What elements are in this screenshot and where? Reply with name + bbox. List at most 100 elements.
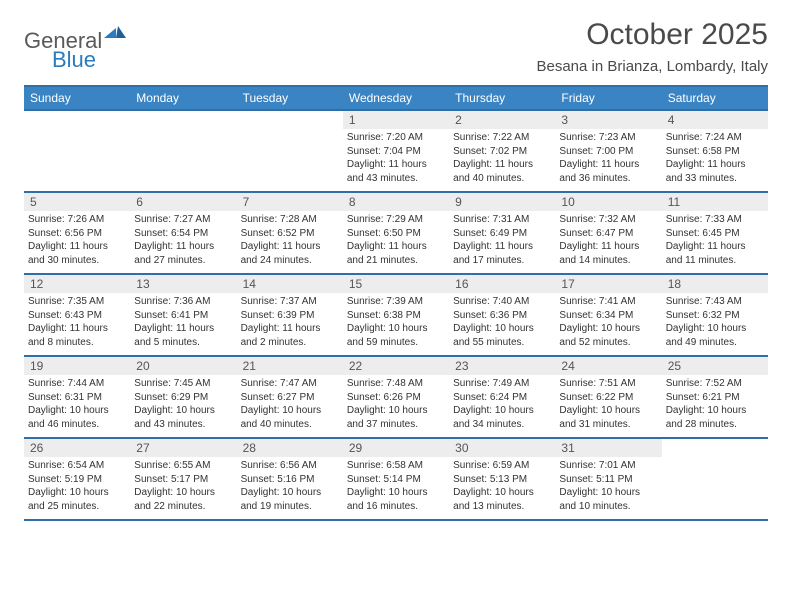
day-cell: 18Sunrise: 7:43 AMSunset: 6:32 PMDayligh… bbox=[662, 275, 768, 355]
info-dl1: Daylight: 10 hours bbox=[28, 404, 126, 418]
daynum-wrap: 29 bbox=[343, 439, 449, 457]
info-dl2: and 13 minutes. bbox=[453, 500, 551, 514]
dow-sunday: Sunday bbox=[24, 87, 130, 109]
info-sunrise: Sunrise: 7:47 AM bbox=[241, 377, 339, 391]
info-dl2: and 33 minutes. bbox=[666, 172, 764, 186]
day-number: 24 bbox=[561, 359, 655, 373]
dow-row: Sunday Monday Tuesday Wednesday Thursday… bbox=[24, 85, 768, 109]
info-sunrise: Sunrise: 7:44 AM bbox=[28, 377, 126, 391]
info-dl2: and 59 minutes. bbox=[347, 336, 445, 350]
info-dl2: and 8 minutes. bbox=[28, 336, 126, 350]
info-sunrise: Sunrise: 7:01 AM bbox=[559, 459, 657, 473]
info-sunset: Sunset: 6:36 PM bbox=[453, 309, 551, 323]
info-sunset: Sunset: 5:13 PM bbox=[453, 473, 551, 487]
daynum-wrap: 2 bbox=[449, 111, 555, 129]
info-dl2: and 25 minutes. bbox=[28, 500, 126, 514]
day-number: 21 bbox=[243, 359, 337, 373]
info-sunset: Sunset: 5:19 PM bbox=[28, 473, 126, 487]
info-dl2: and 5 minutes. bbox=[134, 336, 232, 350]
day-cell: 5Sunrise: 7:26 AMSunset: 6:56 PMDaylight… bbox=[24, 193, 130, 273]
info-dl1: Daylight: 10 hours bbox=[453, 486, 551, 500]
daynum-wrap: 23 bbox=[449, 357, 555, 375]
day-number: 28 bbox=[243, 441, 337, 455]
info-dl1: Daylight: 11 hours bbox=[134, 322, 232, 336]
calendar-page: General Blue October 2025 Besana in Bria… bbox=[0, 0, 792, 533]
info-sunset: Sunset: 5:17 PM bbox=[134, 473, 232, 487]
info-sunset: Sunset: 6:26 PM bbox=[347, 391, 445, 405]
info-sunset: Sunset: 5:14 PM bbox=[347, 473, 445, 487]
day-cell: 17Sunrise: 7:41 AMSunset: 6:34 PMDayligh… bbox=[555, 275, 661, 355]
day-number: 8 bbox=[349, 195, 443, 209]
info-dl1: Daylight: 10 hours bbox=[559, 322, 657, 336]
info-dl1: Daylight: 10 hours bbox=[559, 486, 657, 500]
info-sunset: Sunset: 7:04 PM bbox=[347, 145, 445, 159]
info-sunrise: Sunrise: 7:20 AM bbox=[347, 131, 445, 145]
day-number: 11 bbox=[668, 195, 762, 209]
daynum-wrap: 20 bbox=[130, 357, 236, 375]
dow-thursday: Thursday bbox=[449, 87, 555, 109]
day-cell: 20Sunrise: 7:45 AMSunset: 6:29 PMDayligh… bbox=[130, 357, 236, 437]
info-dl1: Daylight: 11 hours bbox=[347, 158, 445, 172]
info-sunrise: Sunrise: 7:23 AM bbox=[559, 131, 657, 145]
logo-text-block: General Blue bbox=[24, 24, 126, 71]
info-dl1: Daylight: 10 hours bbox=[28, 486, 126, 500]
info-sunrise: Sunrise: 6:54 AM bbox=[28, 459, 126, 473]
day-number: 25 bbox=[668, 359, 762, 373]
info-sunrise: Sunrise: 7:45 AM bbox=[134, 377, 232, 391]
daynum-wrap: 4 bbox=[662, 111, 768, 129]
day-cell: 19Sunrise: 7:44 AMSunset: 6:31 PMDayligh… bbox=[24, 357, 130, 437]
header: General Blue October 2025 Besana in Bria… bbox=[24, 18, 768, 75]
day-cell: 13Sunrise: 7:36 AMSunset: 6:41 PMDayligh… bbox=[130, 275, 236, 355]
info-dl2: and 46 minutes. bbox=[28, 418, 126, 432]
weeks-container: 1Sunrise: 7:20 AMSunset: 7:04 PMDaylight… bbox=[24, 109, 768, 519]
day-cell: 10Sunrise: 7:32 AMSunset: 6:47 PMDayligh… bbox=[555, 193, 661, 273]
daynum-wrap: 27 bbox=[130, 439, 236, 457]
day-cell: 4Sunrise: 7:24 AMSunset: 6:58 PMDaylight… bbox=[662, 111, 768, 191]
day-number: 9 bbox=[455, 195, 549, 209]
info-sunset: Sunset: 6:39 PM bbox=[241, 309, 339, 323]
info-dl1: Daylight: 11 hours bbox=[241, 240, 339, 254]
info-sunset: Sunset: 5:16 PM bbox=[241, 473, 339, 487]
day-number: 1 bbox=[349, 113, 443, 127]
day-cell: 31Sunrise: 7:01 AMSunset: 5:11 PMDayligh… bbox=[555, 439, 661, 519]
day-number: 16 bbox=[455, 277, 549, 291]
daynum-wrap: 10 bbox=[555, 193, 661, 211]
info-sunrise: Sunrise: 7:40 AM bbox=[453, 295, 551, 309]
daynum-wrap: 3 bbox=[555, 111, 661, 129]
week-row: 5Sunrise: 7:26 AMSunset: 6:56 PMDaylight… bbox=[24, 191, 768, 273]
info-dl2: and 49 minutes. bbox=[666, 336, 764, 350]
day-cell: 24Sunrise: 7:51 AMSunset: 6:22 PMDayligh… bbox=[555, 357, 661, 437]
info-dl2: and 22 minutes. bbox=[134, 500, 232, 514]
day-number: 30 bbox=[455, 441, 549, 455]
info-sunrise: Sunrise: 6:56 AM bbox=[241, 459, 339, 473]
info-sunrise: Sunrise: 7:31 AM bbox=[453, 213, 551, 227]
day-number: 27 bbox=[136, 441, 230, 455]
info-dl2: and 40 minutes. bbox=[241, 418, 339, 432]
day-number: 29 bbox=[349, 441, 443, 455]
day-number: 18 bbox=[668, 277, 762, 291]
dow-friday: Friday bbox=[555, 87, 661, 109]
info-sunrise: Sunrise: 7:22 AM bbox=[453, 131, 551, 145]
info-dl1: Daylight: 11 hours bbox=[241, 322, 339, 336]
info-sunrise: Sunrise: 7:51 AM bbox=[559, 377, 657, 391]
daynum-wrap: 16 bbox=[449, 275, 555, 293]
info-sunset: Sunset: 6:43 PM bbox=[28, 309, 126, 323]
daynum-wrap: 15 bbox=[343, 275, 449, 293]
info-dl2: and 52 minutes. bbox=[559, 336, 657, 350]
day-number: 5 bbox=[30, 195, 124, 209]
info-dl2: and 34 minutes. bbox=[453, 418, 551, 432]
daynum-wrap: 18 bbox=[662, 275, 768, 293]
info-dl1: Daylight: 11 hours bbox=[28, 322, 126, 336]
info-dl1: Daylight: 10 hours bbox=[241, 486, 339, 500]
info-sunset: Sunset: 6:31 PM bbox=[28, 391, 126, 405]
info-dl1: Daylight: 10 hours bbox=[134, 404, 232, 418]
info-dl2: and 37 minutes. bbox=[347, 418, 445, 432]
day-cell: 11Sunrise: 7:33 AMSunset: 6:45 PMDayligh… bbox=[662, 193, 768, 273]
daynum-wrap: 31 bbox=[555, 439, 661, 457]
info-dl1: Daylight: 11 hours bbox=[453, 240, 551, 254]
info-sunset: Sunset: 6:58 PM bbox=[666, 145, 764, 159]
daynum-wrap: 8 bbox=[343, 193, 449, 211]
daynum-wrap: 14 bbox=[237, 275, 343, 293]
info-sunrise: Sunrise: 7:27 AM bbox=[134, 213, 232, 227]
dow-tuesday: Tuesday bbox=[237, 87, 343, 109]
